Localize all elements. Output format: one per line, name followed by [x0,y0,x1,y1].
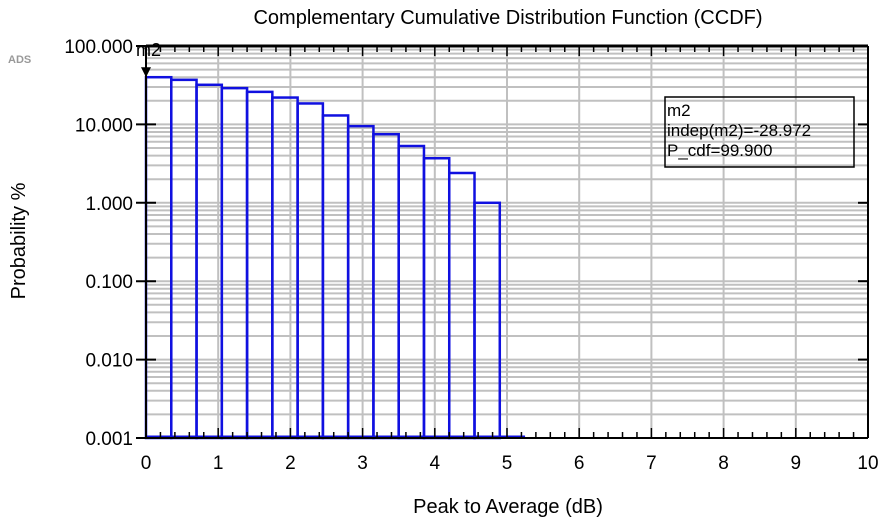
bar [296,102,325,440]
bar [170,78,198,440]
x-axis: 0 1 2 3 4 5 6 7 8 9 10 [141,46,879,474]
x-tick-label: 1 [213,453,224,474]
y-axis-title: Probability % [8,182,30,299]
chart-title: Complementary Cumulative Distribution Fu… [253,7,762,29]
readout-line: indep(m2)=-28.972 [667,121,811,140]
y-axis: 0.001 0.010 0.100 1.000 10.000 100.000 [64,37,868,450]
x-tick-label: 5 [502,453,513,474]
readout-line: m2 [667,101,691,120]
grid-lines [145,46,869,439]
bar [245,90,274,440]
x-tick-label: 2 [285,453,296,474]
marker-arrow-icon [141,67,151,78]
y-tick-label: 10.000 [75,115,133,136]
bar [321,114,350,440]
x-tick-label: 4 [430,453,441,474]
bar [397,144,426,440]
x-tick-label: 6 [574,453,585,474]
x-tick-label: 7 [646,453,657,474]
x-tick-label: 3 [357,453,368,474]
y-tick-label: 100.000 [64,37,133,58]
x-tick-label: 8 [718,453,729,474]
ads-logo: ADS [8,54,31,66]
y-tick-label: 1.000 [85,194,133,215]
x-tick-label: 9 [791,453,802,474]
marker-m2[interactable]: m2 [136,40,161,78]
bar [220,86,249,440]
y-tick-label: 0.010 [85,351,133,372]
x-tick-label: 10 [857,453,878,474]
readout-line: P_cdf=99.900 [667,141,772,160]
marker-label: m2 [136,40,161,60]
x-tick-label: 0 [141,453,152,474]
x-axis-title: Peak to Average (dB) [413,496,603,518]
readout-frame [664,96,855,168]
y-tick-label: 0.100 [85,272,133,293]
y-tick-label: 0.001 [85,429,133,450]
bar [473,201,502,440]
